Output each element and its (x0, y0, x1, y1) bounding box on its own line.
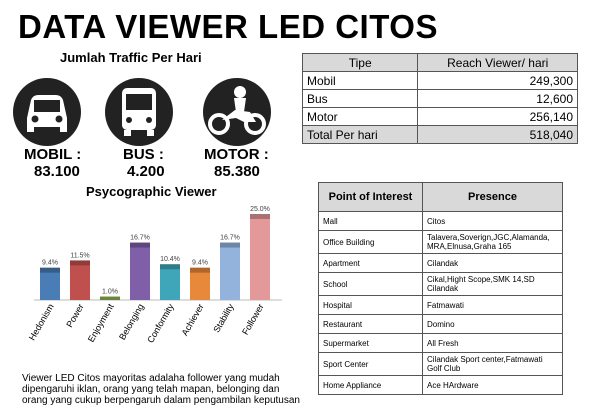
vehicle-icons (13, 78, 271, 146)
value-label: 25.0% (250, 206, 270, 213)
row: Hospital Fatmawati (318, 295, 563, 315)
cell: Ace HArdware (422, 375, 563, 395)
traffic-value: 83.100 (34, 163, 80, 180)
cell: Cikal,Hight Scope,SMK 14,SD Cilandak (422, 272, 563, 296)
category-label: Hedonism (27, 302, 56, 342)
bar-cap (130, 242, 150, 248)
cell: Total Per hari (301, 125, 419, 144)
category-label: Follower (240, 302, 266, 336)
motor-icon (203, 78, 271, 146)
bar (100, 296, 120, 300)
reach-table: Tipe Reach Viewer/ hari Mobil 249,300 Bus 12,… (301, 53, 578, 144)
value-label: 10.4% (160, 256, 180, 263)
bar-cap (100, 296, 120, 300)
category-label: Stability (211, 302, 236, 335)
traffic-label: BUS : (123, 146, 164, 163)
value-label: 1.0% (102, 289, 118, 296)
traffic-value: 4.200 (127, 163, 165, 180)
traffic-label: MOBIL : (24, 146, 82, 163)
bar (40, 267, 60, 300)
cell: Mobil (301, 71, 419, 90)
cell: 249,300 (417, 71, 578, 90)
cell: Sport Center (318, 352, 423, 376)
cell: Talavera,Soverign,JGC,Alamanda, MRA,Elnu… (422, 230, 563, 254)
row: Home Appliance Ace HArdware (318, 375, 563, 395)
cell: Apartment (318, 253, 423, 273)
row: Supermarket All Fresh (318, 333, 563, 353)
value-label: 9.4% (42, 260, 58, 267)
bar (70, 260, 90, 300)
bus-icon (105, 78, 173, 146)
traffic-title: Jumlah Traffic Per Hari (60, 50, 202, 65)
bar (220, 242, 240, 300)
cell: 518,040 (417, 125, 578, 144)
cell: Mall (318, 211, 423, 231)
bar (160, 264, 180, 300)
row: School Cikal,Hight Scope,SMK 14,SD Ciland… (318, 272, 563, 296)
value-label: 16.7% (130, 235, 150, 242)
value-label: 11.5% (70, 252, 89, 259)
category-label: Conformity (145, 302, 176, 345)
cell: Hospital (318, 295, 423, 315)
chart: 9.4% Hedonism 11.5% Power 1.0% Enjoyment 16.7%… (27, 206, 282, 345)
category-label: Power (64, 302, 85, 329)
bar-cap (40, 267, 60, 273)
traffic-label: MOTOR : (204, 146, 269, 163)
category-label: Enjoyment (86, 302, 116, 344)
cell: 12,600 (417, 89, 578, 108)
category-label: Belonging (117, 302, 146, 342)
cell: Restaurant (318, 314, 423, 334)
bar-cap (160, 264, 180, 270)
cell: Cilandak (422, 253, 563, 273)
header-cell: Point of Interest (318, 182, 423, 212)
value-label: 9.4% (192, 260, 208, 267)
cell: School (318, 272, 423, 296)
row: Office Building Talavera,Soverign,JGC,Ala… (318, 230, 563, 254)
header-row: Tipe Reach Viewer/ hari (301, 53, 578, 72)
cell: Domino (422, 314, 563, 334)
page-title: DATA VIEWER LED CITOS (18, 8, 438, 45)
header-cell: Tipe (301, 53, 419, 72)
row: Total Per hari 518,040 (301, 125, 578, 144)
bar (190, 267, 210, 300)
cell: Home Appliance (318, 375, 423, 395)
cell: Cilandak Sport center,Fatmawati Golf Clu… (422, 352, 563, 376)
cell: 256,140 (417, 107, 578, 126)
bar (250, 214, 270, 300)
row: Mobil 249,300 (301, 71, 578, 90)
bar-cap (190, 267, 210, 273)
row: Motor 256,140 (301, 107, 578, 126)
description: Viewer LED Citos mayoritas adalaha follo… (22, 373, 300, 406)
chart-title: Psycographic Viewer (86, 184, 217, 199)
header-row: Point of Interest Presence (318, 182, 563, 212)
category-label: Achiever (180, 302, 206, 337)
poi-table: Point of Interest Presence Mall Citos Office… (318, 182, 563, 395)
traffic-value: 85.380 (214, 163, 260, 180)
bar-cap (250, 214, 270, 219)
row: Restaurant Domino (318, 314, 563, 334)
bar (130, 242, 150, 300)
value-label: 16.7% (220, 235, 240, 242)
cell: Office Building (318, 230, 423, 254)
cell: Fatmawati (422, 295, 563, 315)
cell: All Fresh (422, 333, 563, 353)
cell: Bus (301, 89, 419, 108)
car-icon (13, 78, 81, 146)
row: Apartment Cilandak (318, 253, 563, 273)
bar-cap (70, 260, 90, 266)
cell: Citos (422, 211, 563, 231)
row: Mall Citos (318, 211, 563, 231)
cell: Motor (301, 107, 419, 126)
row: Sport Center Cilandak Sport center,Fatmaw… (318, 352, 563, 376)
row: Bus 12,600 (301, 89, 578, 108)
bar-cap (220, 242, 240, 248)
cell: Supermarket (318, 333, 423, 353)
header-cell: Reach Viewer/ hari (417, 53, 578, 72)
header-cell: Presence (422, 182, 563, 212)
